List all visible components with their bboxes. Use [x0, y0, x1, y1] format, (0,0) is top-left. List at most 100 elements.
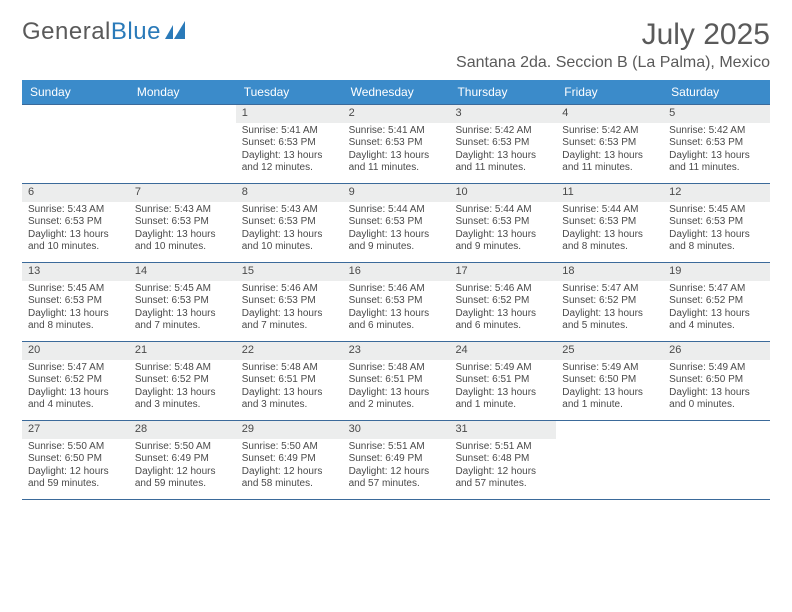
sunset-line: Sunset: 6:50 PM [28, 453, 123, 466]
day-number: 9 [343, 184, 450, 202]
day-number: 15 [236, 263, 343, 281]
day-number: 2 [343, 105, 450, 123]
day-details: Sunrise: 5:46 AMSunset: 6:53 PMDaylight:… [343, 281, 450, 337]
daylight-line: Daylight: 12 hours and 57 minutes. [455, 466, 550, 491]
calendar-day: 12Sunrise: 5:45 AMSunset: 6:53 PMDayligh… [663, 184, 770, 262]
calendar-day: 11Sunrise: 5:44 AMSunset: 6:53 PMDayligh… [556, 184, 663, 262]
calendar-week: 20Sunrise: 5:47 AMSunset: 6:52 PMDayligh… [22, 342, 770, 421]
daylight-line: Daylight: 13 hours and 4 minutes. [28, 387, 123, 412]
weekday-header: Tuesday [236, 80, 343, 104]
logo: GeneralBlue [22, 18, 191, 46]
calendar-day-empty [663, 421, 770, 499]
day-number: 29 [236, 421, 343, 439]
sunrise-line: Sunrise: 5:46 AM [455, 283, 550, 296]
calendar-day: 10Sunrise: 5:44 AMSunset: 6:53 PMDayligh… [449, 184, 556, 262]
calendar-week: 6Sunrise: 5:43 AMSunset: 6:53 PMDaylight… [22, 184, 770, 263]
daylight-line: Daylight: 13 hours and 1 minute. [562, 387, 657, 412]
sunrise-line: Sunrise: 5:45 AM [28, 283, 123, 296]
calendar-day: 9 Sunrise: 5:44 AMSunset: 6:53 PMDaylight… [343, 184, 450, 262]
calendar-day: 26Sunrise: 5:49 AMSunset: 6:50 PMDayligh… [663, 342, 770, 420]
day-number: 25 [556, 342, 663, 360]
sunset-line: Sunset: 6:53 PM [562, 137, 657, 150]
sunset-line: Sunset: 6:48 PM [455, 453, 550, 466]
day-details: Sunrise: 5:48 AMSunset: 6:51 PMDaylight:… [236, 360, 343, 416]
calendar-day: 13Sunrise: 5:45 AMSunset: 6:53 PMDayligh… [22, 263, 129, 341]
calendar-day: 25Sunrise: 5:49 AMSunset: 6:50 PMDayligh… [556, 342, 663, 420]
day-details: Sunrise: 5:42 AMSunset: 6:53 PMDaylight:… [449, 123, 556, 179]
logo-text-2: Blue [111, 18, 161, 46]
daylight-line: Daylight: 13 hours and 10 minutes. [135, 229, 230, 254]
calendar-day: 7 Sunrise: 5:43 AMSunset: 6:53 PMDaylight… [129, 184, 236, 262]
daylight-line: Daylight: 13 hours and 6 minutes. [455, 308, 550, 333]
sunset-line: Sunset: 6:52 PM [669, 295, 764, 308]
calendar-week: 27Sunrise: 5:50 AMSunset: 6:50 PMDayligh… [22, 421, 770, 500]
weekday-header: Wednesday [343, 80, 450, 104]
calendar-day: 4Sunrise: 5:42 AMSunset: 6:53 PMDaylight… [556, 105, 663, 183]
day-details: Sunrise: 5:45 AMSunset: 6:53 PMDaylight:… [22, 281, 129, 337]
calendar-day: 19Sunrise: 5:47 AMSunset: 6:52 PMDayligh… [663, 263, 770, 341]
sunset-line: Sunset: 6:53 PM [349, 216, 444, 229]
sunset-line: Sunset: 6:49 PM [135, 453, 230, 466]
day-number: 19 [663, 263, 770, 281]
weekday-header: Thursday [449, 80, 556, 104]
logo-text-1: General [22, 18, 111, 46]
calendar-day-empty [129, 105, 236, 183]
sunset-line: Sunset: 6:50 PM [669, 374, 764, 387]
sunrise-line: Sunrise: 5:42 AM [455, 125, 550, 138]
day-details: Sunrise: 5:48 AMSunset: 6:51 PMDaylight:… [343, 360, 450, 416]
sunrise-line: Sunrise: 5:51 AM [349, 441, 444, 454]
sunrise-line: Sunrise: 5:48 AM [135, 362, 230, 375]
calendar-day: 5Sunrise: 5:42 AMSunset: 6:53 PMDaylight… [663, 105, 770, 183]
day-number: 18 [556, 263, 663, 281]
sunrise-line: Sunrise: 5:47 AM [562, 283, 657, 296]
day-number: 14 [129, 263, 236, 281]
day-details: Sunrise: 5:44 AMSunset: 6:53 PMDaylight:… [449, 202, 556, 258]
sunset-line: Sunset: 6:51 PM [455, 374, 550, 387]
calendar-day: 17Sunrise: 5:46 AMSunset: 6:52 PMDayligh… [449, 263, 556, 341]
calendar-day: 27Sunrise: 5:50 AMSunset: 6:50 PMDayligh… [22, 421, 129, 499]
header: GeneralBlue July 2025 Santana 2da. Secci… [22, 18, 770, 72]
sunrise-line: Sunrise: 5:44 AM [349, 204, 444, 217]
sunset-line: Sunset: 6:51 PM [242, 374, 337, 387]
calendar-day-empty [556, 421, 663, 499]
location: Santana 2da. Seccion B (La Palma), Mexic… [456, 54, 770, 72]
sunrise-line: Sunrise: 5:47 AM [669, 283, 764, 296]
daylight-line: Daylight: 12 hours and 59 minutes. [28, 466, 123, 491]
day-number: 8 [236, 184, 343, 202]
sunset-line: Sunset: 6:53 PM [242, 295, 337, 308]
calendar-day: 16Sunrise: 5:46 AMSunset: 6:53 PMDayligh… [343, 263, 450, 341]
weekday-header: Sunday [22, 80, 129, 104]
calendar-week: 1Sunrise: 5:41 AMSunset: 6:53 PMDaylight… [22, 104, 770, 184]
title-block: July 2025 Santana 2da. Seccion B (La Pal… [456, 18, 770, 72]
day-details: Sunrise: 5:49 AMSunset: 6:50 PMDaylight:… [556, 360, 663, 416]
sunrise-line: Sunrise: 5:42 AM [669, 125, 764, 138]
day-details: Sunrise: 5:44 AMSunset: 6:53 PMDaylight:… [556, 202, 663, 258]
daylight-line: Daylight: 13 hours and 5 minutes. [562, 308, 657, 333]
sunrise-line: Sunrise: 5:49 AM [455, 362, 550, 375]
calendar-day: 21Sunrise: 5:48 AMSunset: 6:52 PMDayligh… [129, 342, 236, 420]
sunset-line: Sunset: 6:53 PM [135, 216, 230, 229]
day-number: 31 [449, 421, 556, 439]
logo-icon [165, 18, 191, 46]
day-details: Sunrise: 5:41 AMSunset: 6:53 PMDaylight:… [343, 123, 450, 179]
day-number: 1 [236, 105, 343, 123]
day-number: 7 [129, 184, 236, 202]
calendar-day: 30Sunrise: 5:51 AMSunset: 6:49 PMDayligh… [343, 421, 450, 499]
sunrise-line: Sunrise: 5:41 AM [242, 125, 337, 138]
sunrise-line: Sunrise: 5:43 AM [135, 204, 230, 217]
sunset-line: Sunset: 6:53 PM [455, 216, 550, 229]
calendar-week: 13Sunrise: 5:45 AMSunset: 6:53 PMDayligh… [22, 263, 770, 342]
sunrise-line: Sunrise: 5:43 AM [28, 204, 123, 217]
day-details: Sunrise: 5:46 AMSunset: 6:52 PMDaylight:… [449, 281, 556, 337]
day-details: Sunrise: 5:43 AMSunset: 6:53 PMDaylight:… [22, 202, 129, 258]
calendar: SundayMondayTuesdayWednesdayThursdayFrid… [22, 80, 770, 500]
calendar-day: 31 Sunrise: 5:51 AMSunset: 6:48 PMDayligh… [449, 421, 556, 499]
day-number: 24 [449, 342, 556, 360]
sunrise-line: Sunrise: 5:51 AM [455, 441, 550, 454]
month-title: July 2025 [456, 18, 770, 52]
day-details: Sunrise: 5:43 AMSunset: 6:53 PMDaylight:… [236, 202, 343, 258]
sunrise-line: Sunrise: 5:50 AM [28, 441, 123, 454]
daylight-line: Daylight: 13 hours and 8 minutes. [562, 229, 657, 254]
daylight-line: Daylight: 13 hours and 9 minutes. [349, 229, 444, 254]
calendar-day: 28Sunrise: 5:50 AMSunset: 6:49 PMDayligh… [129, 421, 236, 499]
